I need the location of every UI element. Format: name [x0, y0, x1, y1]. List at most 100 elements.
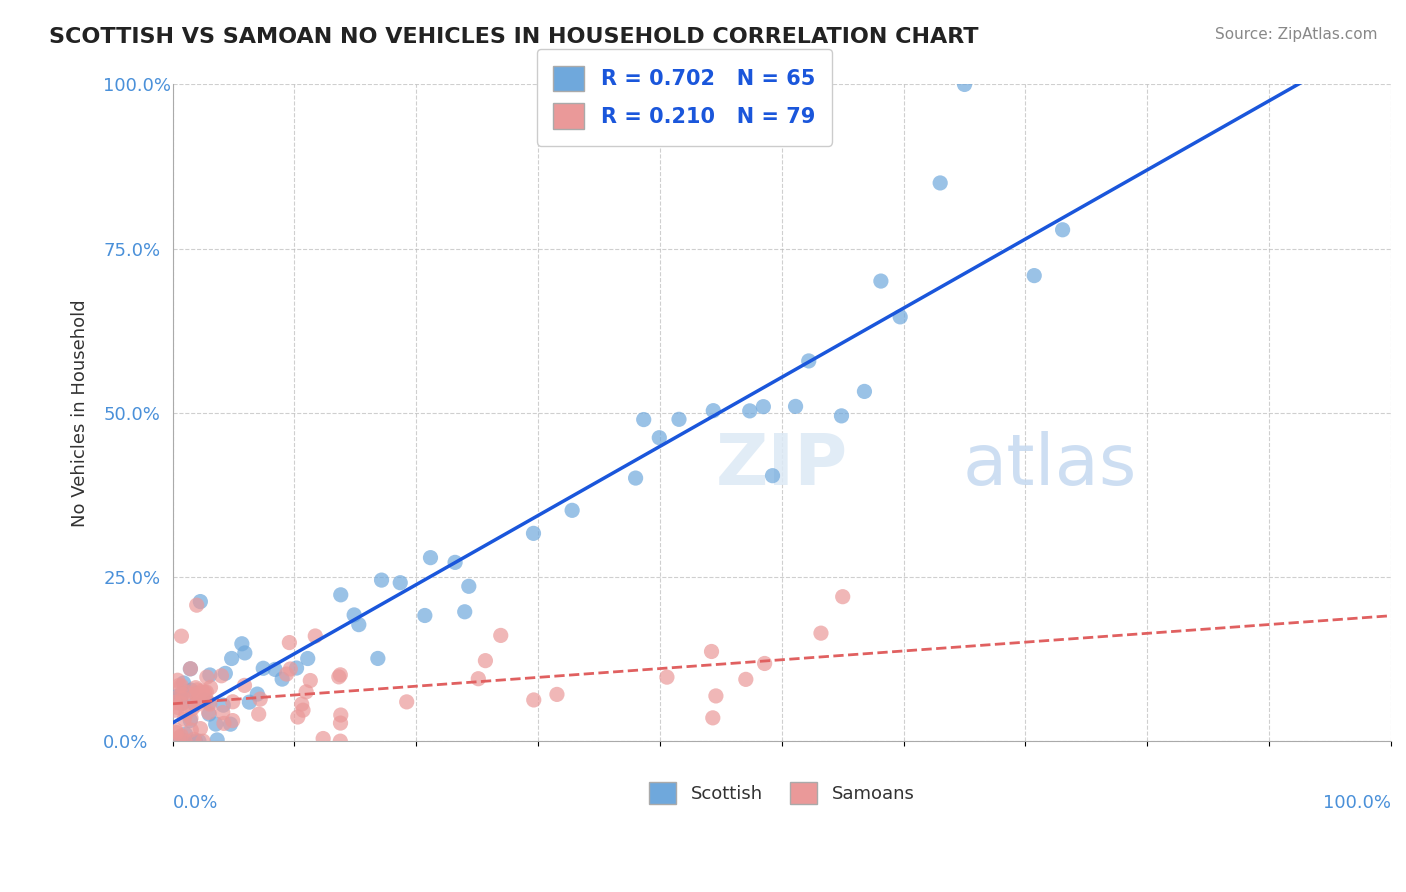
Point: [624, 471, 647, 485]
Point: [734, 673, 756, 687]
Point: [163, 734, 186, 748]
Point: [454, 605, 477, 619]
Point: [304, 629, 326, 643]
Point: [195, 670, 218, 684]
Text: ZIP: ZIP: [716, 431, 848, 500]
Point: [285, 661, 308, 675]
Point: [165, 723, 187, 738]
Point: [211, 706, 233, 720]
Point: [173, 734, 195, 748]
Point: [474, 654, 496, 668]
Point: [198, 697, 221, 711]
Point: [444, 555, 467, 569]
Text: 100.0%: 100.0%: [1323, 794, 1391, 812]
Point: [295, 685, 318, 699]
Point: [163, 703, 186, 717]
Point: [754, 657, 776, 671]
Point: [204, 717, 226, 731]
Point: [166, 673, 188, 688]
Point: [343, 607, 366, 622]
Point: [278, 662, 301, 676]
Point: [170, 686, 193, 700]
Point: [194, 691, 217, 706]
Point: [186, 698, 208, 712]
Point: [233, 678, 256, 692]
Point: [249, 692, 271, 706]
Point: [655, 670, 678, 684]
Point: [546, 687, 568, 701]
Point: [329, 588, 352, 602]
Point: [174, 734, 197, 748]
Point: [170, 629, 193, 643]
Text: SCOTTISH VS SAMOAN NO VEHICLES IN HOUSEHOLD CORRELATION CHART: SCOTTISH VS SAMOAN NO VEHICLES IN HOUSEH…: [49, 27, 979, 46]
Point: [329, 708, 352, 723]
Point: [328, 670, 350, 684]
Point: [264, 662, 287, 676]
Point: [870, 274, 893, 288]
Point: [953, 78, 976, 92]
Point: [238, 695, 260, 709]
Point: [184, 681, 207, 695]
Point: [853, 384, 876, 399]
Text: atlas: atlas: [963, 431, 1137, 500]
Point: [457, 579, 479, 593]
Point: [190, 594, 212, 608]
Point: [221, 651, 243, 665]
Point: [163, 696, 186, 710]
Point: [523, 693, 546, 707]
Point: [190, 722, 212, 736]
Point: [1052, 223, 1074, 237]
Legend: Scottish, Samoans: Scottish, Samoans: [643, 774, 921, 811]
Point: [212, 698, 235, 713]
Point: [312, 731, 335, 746]
Point: [221, 714, 243, 728]
Point: [173, 712, 195, 726]
Point: [761, 468, 783, 483]
Point: [233, 646, 256, 660]
Point: [165, 690, 187, 704]
Point: [419, 550, 441, 565]
Point: [170, 729, 193, 743]
Point: [198, 707, 221, 722]
Point: [174, 706, 197, 720]
Point: [191, 734, 214, 748]
Point: [810, 626, 832, 640]
Point: [648, 431, 671, 445]
Point: [184, 734, 207, 748]
Point: [184, 698, 207, 712]
Point: [329, 716, 352, 731]
Point: [370, 573, 392, 587]
Point: [668, 412, 690, 426]
Point: [191, 684, 214, 698]
Point: [170, 679, 193, 693]
Point: [252, 661, 274, 675]
Point: [797, 354, 820, 368]
Point: [173, 676, 195, 690]
Point: [738, 404, 761, 418]
Point: [179, 662, 201, 676]
Point: [395, 695, 418, 709]
Point: [193, 693, 215, 707]
Point: [287, 710, 309, 724]
Point: [170, 690, 193, 705]
Text: Source: ZipAtlas.com: Source: ZipAtlas.com: [1215, 27, 1378, 42]
Point: [162, 691, 184, 706]
Point: [200, 681, 222, 695]
Point: [278, 635, 301, 649]
Point: [329, 734, 352, 748]
Point: [489, 628, 512, 642]
Point: [187, 734, 209, 748]
Point: [198, 668, 221, 682]
Point: [291, 697, 314, 711]
Point: [183, 732, 205, 747]
Point: [347, 617, 370, 632]
Point: [180, 723, 202, 737]
Point: [297, 651, 319, 665]
Point: [299, 673, 322, 688]
Point: [561, 503, 583, 517]
Point: [205, 733, 228, 747]
Point: [166, 725, 188, 739]
Point: [184, 687, 207, 701]
Point: [329, 668, 352, 682]
Point: [167, 731, 190, 745]
